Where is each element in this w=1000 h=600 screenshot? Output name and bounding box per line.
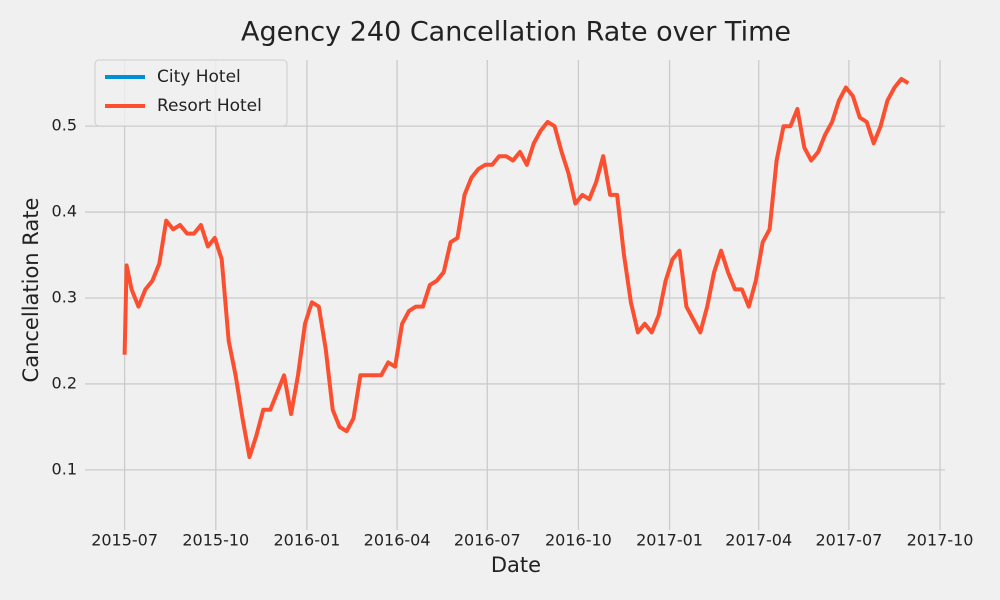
- legend: City Hotel Resort Hotel: [94, 59, 288, 127]
- x-tick-label: 2017-04: [725, 531, 792, 550]
- x-tick-label: 2015-07: [91, 531, 158, 550]
- y-tick-label: 0.2: [52, 373, 77, 392]
- x-tick-label: 2017-07: [815, 531, 882, 550]
- y-tick-label: 0.3: [52, 288, 77, 307]
- y-tick-label: 0.5: [52, 116, 77, 135]
- legend-label: Resort Hotel: [157, 96, 262, 116]
- legend-label: City Hotel: [157, 67, 241, 87]
- chart-title: Agency 240 Cancellation Rate over Time: [241, 17, 791, 48]
- y-tick-label: 0.1: [52, 459, 77, 478]
- y-axis-label: Cancellation Rate: [19, 198, 43, 383]
- x-tick-label: 2017-01: [636, 531, 703, 550]
- x-tick-label: 2016-07: [454, 531, 521, 550]
- y-tick-label: 0.4: [52, 202, 77, 221]
- x-tick-label: 2016-10: [545, 531, 612, 550]
- x-axis-label: Date: [491, 553, 541, 577]
- x-tick-label: 2017-10: [907, 531, 974, 550]
- data-line: [122, 76, 910, 459]
- x-tick-label: 2016-04: [364, 531, 431, 550]
- x-tick-label: 2015-10: [182, 531, 249, 550]
- x-tick-label: 2016-01: [274, 531, 341, 550]
- grid: [85, 60, 945, 530]
